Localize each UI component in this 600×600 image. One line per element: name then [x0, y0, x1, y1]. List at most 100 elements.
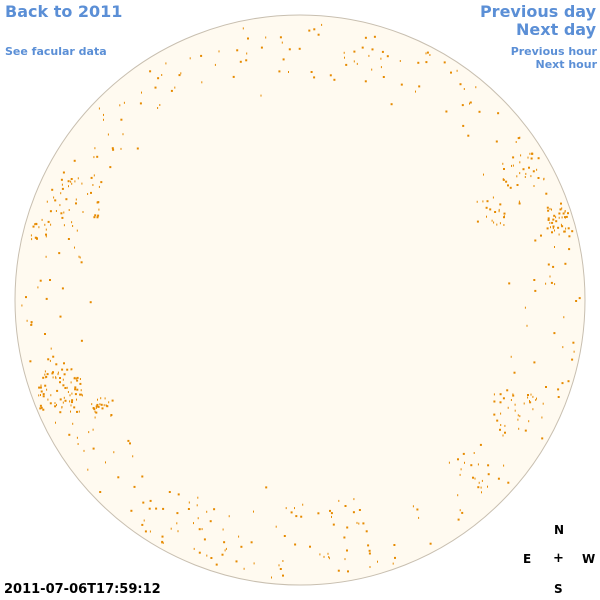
facula-speck	[561, 216, 563, 219]
facula-speck	[174, 86, 176, 89]
facula-speck	[562, 212, 565, 215]
facula-speck	[35, 237, 38, 239]
facula-speck	[122, 133, 124, 136]
facula-speck	[97, 201, 100, 204]
facula-speck	[96, 155, 99, 158]
facula-speck	[177, 530, 179, 533]
facula-speck	[568, 235, 571, 238]
facula-speck	[265, 486, 268, 489]
facula-speck	[47, 358, 50, 361]
back-to-year-link[interactable]: Back to 2011	[5, 2, 123, 21]
facula-speck	[72, 225, 74, 227]
facula-speck	[323, 555, 325, 558]
facula-speck	[25, 296, 27, 299]
facula-speck	[551, 208, 552, 211]
facula-speck	[198, 551, 201, 554]
facula-speck	[554, 246, 555, 248]
facula-speck	[469, 102, 470, 105]
facula-speck	[321, 23, 323, 26]
facula-speck	[461, 511, 464, 514]
facula-speck	[364, 36, 367, 39]
facula-speck	[238, 535, 240, 538]
facula-speck	[87, 468, 89, 471]
facula-speck	[571, 358, 574, 361]
facula-speck	[282, 574, 284, 577]
facula-speck	[300, 515, 303, 518]
facula-speck	[197, 496, 199, 499]
facula-speck	[247, 37, 249, 40]
facula-speck	[502, 162, 504, 165]
facula-speck	[493, 413, 496, 416]
facula-speck	[549, 221, 551, 224]
facula-speck	[29, 360, 32, 363]
facula-speck	[260, 94, 262, 97]
facula-speck	[63, 362, 65, 365]
facula-speck	[110, 414, 113, 416]
previous-day-link[interactable]: Previous day	[479, 2, 596, 21]
next-hour-link[interactable]: Next hour	[535, 58, 598, 71]
next-day-link[interactable]: Next day	[516, 20, 596, 39]
facula-speck	[527, 396, 529, 399]
facula-speck	[554, 229, 555, 232]
facula-speck	[519, 136, 521, 139]
facula-speck	[65, 198, 68, 201]
facula-speck	[89, 301, 92, 304]
facula-speck	[555, 220, 558, 223]
facula-speck	[66, 386, 68, 389]
facula-speck	[472, 476, 474, 479]
facula-speck	[557, 388, 560, 391]
facula-speck	[130, 509, 133, 512]
facula-speck	[176, 512, 179, 515]
facula-speck	[487, 473, 490, 476]
facula-speck	[52, 371, 54, 374]
facula-speck	[295, 515, 298, 518]
facula-speck	[58, 252, 61, 255]
see-facular-data-link[interactable]: See facular data	[5, 45, 107, 58]
facula-speck	[561, 207, 563, 210]
facula-speck	[82, 211, 84, 213]
facula-speck	[149, 530, 151, 533]
facula-speck	[546, 227, 549, 230]
facula-speck	[478, 110, 481, 113]
facula-speck	[545, 386, 547, 388]
facula-speck	[222, 528, 224, 531]
solar-disk	[14, 14, 586, 586]
facula-speck	[187, 508, 190, 510]
facula-speck	[514, 403, 516, 406]
facula-speck	[155, 507, 158, 510]
facula-speck	[66, 368, 69, 371]
facula-speck	[529, 400, 530, 402]
facula-speck	[61, 287, 64, 290]
facula-speck	[476, 220, 479, 223]
facula-speck	[68, 433, 71, 436]
previous-hour-link[interactable]: Previous hour	[510, 45, 597, 58]
facula-speck	[507, 406, 509, 409]
facula-speck	[170, 89, 173, 92]
facula-speck	[493, 221, 495, 224]
facula-speck	[282, 560, 284, 562]
facula-speck	[136, 147, 139, 150]
facula-speck	[59, 377, 61, 379]
facula-speck	[92, 184, 94, 186]
facula-speck	[382, 76, 385, 78]
facula-speck	[371, 68, 373, 71]
facula-speck	[198, 528, 201, 531]
facula-speck	[94, 416, 96, 419]
facula-speck	[74, 180, 76, 183]
facula-speck	[59, 204, 61, 207]
facula-speck	[313, 28, 316, 31]
facula-speck	[537, 157, 540, 160]
facula-speck	[93, 156, 95, 159]
facula-speck	[76, 379, 79, 382]
facula-speck	[487, 485, 488, 488]
facula-speck	[79, 378, 81, 380]
facula-speck	[70, 381, 72, 384]
facula-speck	[162, 507, 165, 510]
facula-speck	[317, 512, 320, 515]
facula-speck	[161, 74, 163, 76]
facula-speck	[555, 216, 557, 219]
facula-speck	[565, 215, 568, 218]
facula-speck	[499, 203, 502, 206]
facula-speck	[26, 319, 28, 322]
facula-speck	[64, 387, 67, 389]
